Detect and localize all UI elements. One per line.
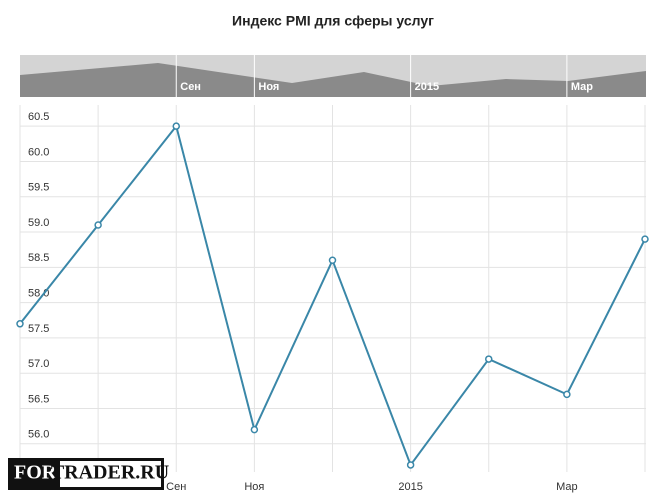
x-tick-label: Ноя bbox=[244, 481, 264, 493]
y-tick-label: 56.0 bbox=[28, 429, 49, 441]
y-tick-label: 60.5 bbox=[28, 111, 49, 123]
watermark-box bbox=[60, 461, 161, 487]
navigator-label: Мар bbox=[571, 81, 593, 93]
x-tick-label: Мар bbox=[556, 481, 578, 493]
data-point bbox=[328, 256, 337, 265]
watermark-left: FOR bbox=[14, 462, 57, 484]
data-point bbox=[485, 355, 493, 363]
y-tick-label: 58.5 bbox=[28, 252, 49, 264]
navigator bbox=[20, 55, 646, 97]
navigator-label: 2015 bbox=[415, 81, 439, 93]
chart-title: Индекс PMI для сферы услуг bbox=[232, 13, 434, 29]
y-tick-label: 56.5 bbox=[28, 393, 49, 405]
navigator-label: Ноя bbox=[258, 81, 279, 93]
y-tick-label: 57.5 bbox=[28, 323, 49, 335]
data-point bbox=[563, 390, 571, 399]
watermark: FOR TRADER.RU bbox=[8, 458, 169, 490]
y-tick-label: 59.0 bbox=[28, 217, 49, 229]
data-point bbox=[406, 461, 415, 469]
data-point bbox=[641, 235, 649, 243]
data-point bbox=[250, 425, 259, 434]
y-tick-label: 59.5 bbox=[28, 182, 49, 194]
y-tick-label: 60.0 bbox=[28, 146, 49, 158]
navigator-label: Сен bbox=[180, 81, 201, 93]
y-tick-label: 58.0 bbox=[28, 288, 49, 300]
x-tick-label: 2015 bbox=[398, 481, 422, 493]
watermark-right: TRADER.RU bbox=[51, 462, 169, 484]
data-point bbox=[94, 221, 102, 229]
data-point bbox=[172, 122, 180, 130]
data-point bbox=[16, 320, 24, 328]
x-tick-label: Сен bbox=[166, 481, 186, 493]
y-tick-label: 57.0 bbox=[28, 358, 49, 370]
